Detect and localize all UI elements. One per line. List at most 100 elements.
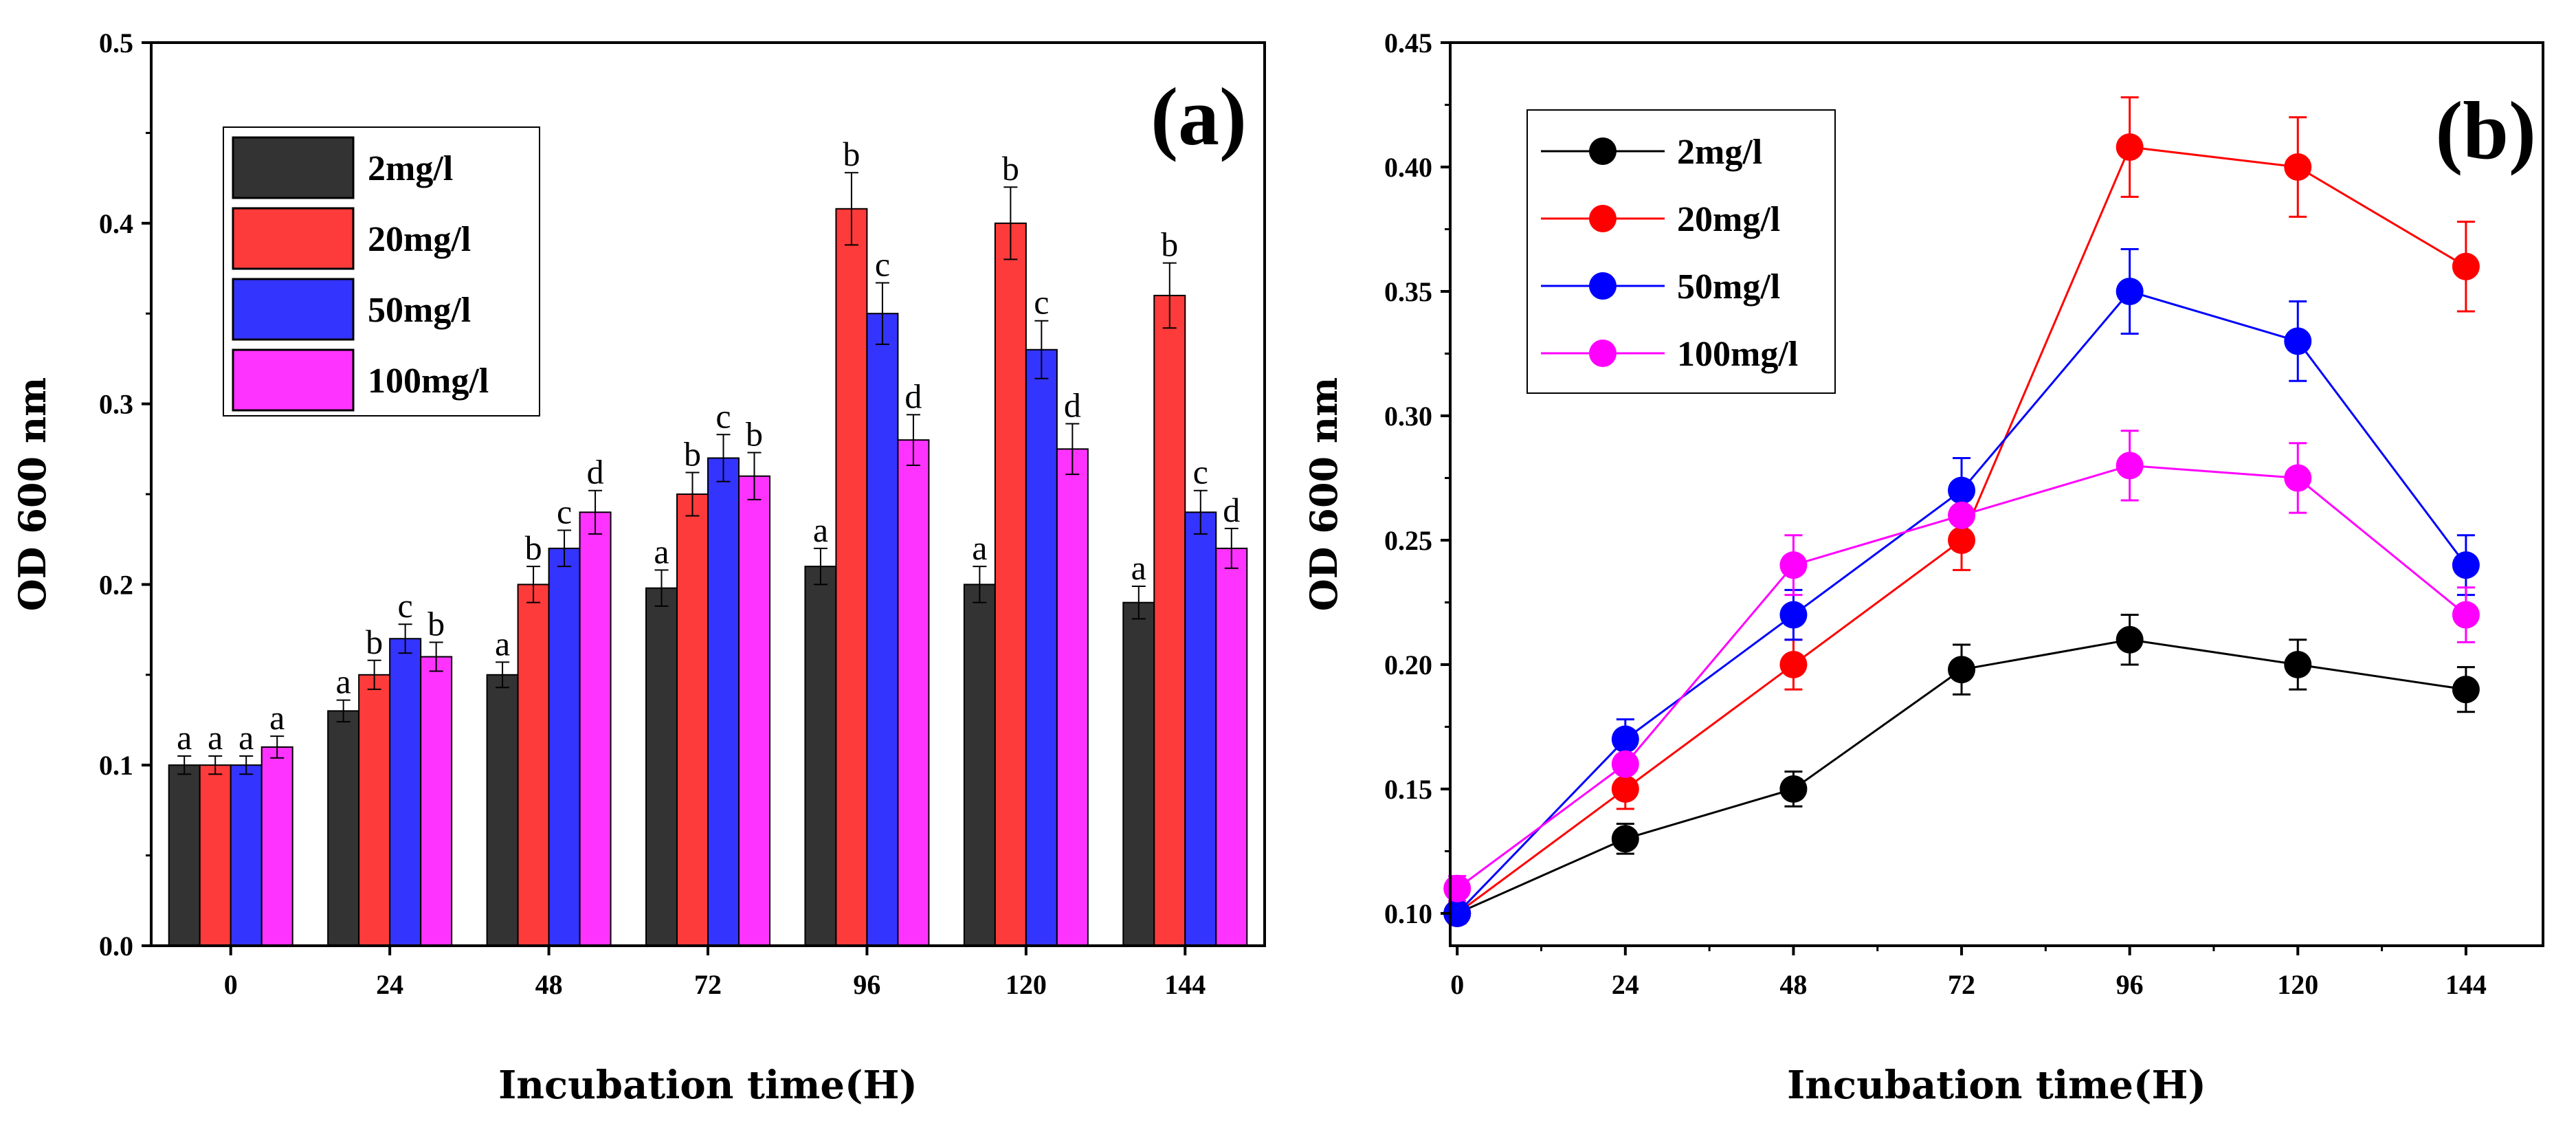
bar	[1215, 547, 1248, 946]
panel-label: (a)	[1151, 71, 1247, 162]
bar	[230, 764, 263, 946]
significance-letter: a	[336, 663, 351, 701]
bar	[486, 674, 519, 946]
legend-label: 100mg/l	[1677, 335, 1798, 374]
bar-series-group	[168, 208, 1248, 947]
data-point	[2452, 551, 2480, 579]
data-point	[1948, 656, 1976, 684]
x-axis-label: Incubation time(H)	[1787, 1063, 2206, 1108]
x-tick-label: 144	[2445, 969, 2487, 1000]
bar	[1056, 448, 1089, 946]
legend-swatch	[232, 207, 355, 270]
data-point	[1443, 874, 1472, 902]
legend-marker	[1589, 340, 1617, 367]
significance-letter: d	[1223, 491, 1240, 529]
bar	[707, 457, 740, 946]
bar	[738, 475, 770, 946]
legend-label: 100mg/l	[368, 362, 489, 401]
x-tick-label: 96	[2116, 969, 2144, 1000]
significance-letter: b	[1002, 149, 1019, 188]
bar	[1122, 601, 1155, 946]
error-bar-group	[1448, 96, 2475, 924]
data-point	[1779, 551, 1808, 579]
legend-marker	[1589, 205, 1617, 232]
data-point	[2284, 153, 2312, 181]
data-point	[1779, 601, 1808, 629]
data-point	[2452, 676, 2480, 704]
data-point	[2284, 327, 2312, 355]
data-point	[2452, 601, 2480, 629]
data-point	[1948, 501, 1976, 529]
x-tick-label: 72	[1948, 969, 1975, 1000]
bar	[420, 656, 453, 947]
bar	[645, 587, 678, 946]
significance-letter: c	[557, 493, 572, 531]
significance-letter: c	[1193, 453, 1208, 491]
x-tick-label: 48	[1779, 969, 1807, 1000]
data-point	[2116, 625, 2144, 654]
x-tick-label: 72	[694, 969, 722, 1000]
data-point	[2452, 252, 2480, 280]
data-point	[1779, 775, 1808, 803]
data-point	[1779, 650, 1808, 678]
bar	[517, 584, 550, 946]
significance-letter: d	[904, 377, 922, 415]
x-tick-label: 0	[224, 969, 238, 1000]
bar	[897, 439, 930, 946]
x-tick-label: 144	[1164, 969, 1206, 1000]
bar	[168, 764, 201, 946]
y-tick-label: 0.2	[99, 569, 133, 600]
legend-marker	[1589, 272, 1617, 300]
y-tick-label: 0.5	[99, 27, 133, 58]
y-tick-label: 0.10	[1384, 898, 1432, 929]
significance-letter: a	[813, 511, 828, 549]
legend-swatch	[232, 136, 355, 199]
x-tick-label: 24	[1612, 969, 1639, 1000]
bar	[358, 674, 391, 946]
significance-letter: c	[715, 397, 731, 435]
significance-letter: b	[684, 434, 701, 473]
panel-label: (b)	[2435, 85, 2536, 176]
x-axis-label: Incubation time(H)	[498, 1063, 918, 1108]
y-axis-ticks: 0.0 0.1 0.2 0.3 0.4 0.5	[99, 27, 151, 962]
x-tick-label: 48	[535, 969, 563, 1000]
bar	[963, 584, 996, 946]
y-tick-label: 0.45	[1384, 27, 1432, 58]
data-point	[1611, 750, 1639, 778]
significance-letter: a	[269, 698, 285, 737]
legend: 2mg/l 20mg/l 50mg/l 100mg/l	[1526, 109, 1836, 394]
significance-letter: a	[208, 718, 223, 757]
significance-letter: b	[525, 529, 542, 567]
bar	[1153, 294, 1186, 947]
y-tick-label: 0.4	[99, 208, 133, 239]
bar	[804, 566, 837, 946]
legend-marker	[1589, 137, 1617, 165]
y-axis-label: OD 600 nm	[10, 377, 54, 612]
y-tick-label: 0.30	[1384, 401, 1432, 432]
significance-letter: a	[972, 529, 987, 567]
significance-letter: b	[1161, 225, 1178, 264]
legend-swatch	[232, 278, 355, 341]
bar	[260, 746, 293, 947]
significance-letter: b	[746, 415, 763, 454]
y-tick-label: 0.20	[1384, 650, 1432, 680]
bar	[389, 638, 422, 946]
y-tick-label: 0.3	[99, 389, 133, 420]
data-point	[1948, 476, 1976, 504]
bar	[676, 493, 709, 946]
significance-letter: c	[1034, 283, 1049, 322]
significance-letter: c	[875, 245, 890, 284]
significance-letter: a	[238, 718, 254, 757]
significance-letter: a	[177, 718, 192, 757]
legend-label: 2mg/l	[368, 149, 453, 188]
significance-letter: a	[654, 532, 669, 570]
line-chart-panel: 0.10 0.15 0.20 0.25 0.30 0.35 0.40 0.45 0 24 48 72…	[1302, 27, 2544, 1108]
data-point	[1611, 775, 1639, 803]
data-point	[1611, 725, 1639, 753]
bar	[199, 764, 232, 946]
legend-label: 50mg/l	[368, 291, 471, 330]
x-axis-ticks: 0 24 48 72 96 120 144	[224, 946, 1206, 1000]
bar	[866, 313, 899, 946]
bar	[835, 208, 868, 946]
